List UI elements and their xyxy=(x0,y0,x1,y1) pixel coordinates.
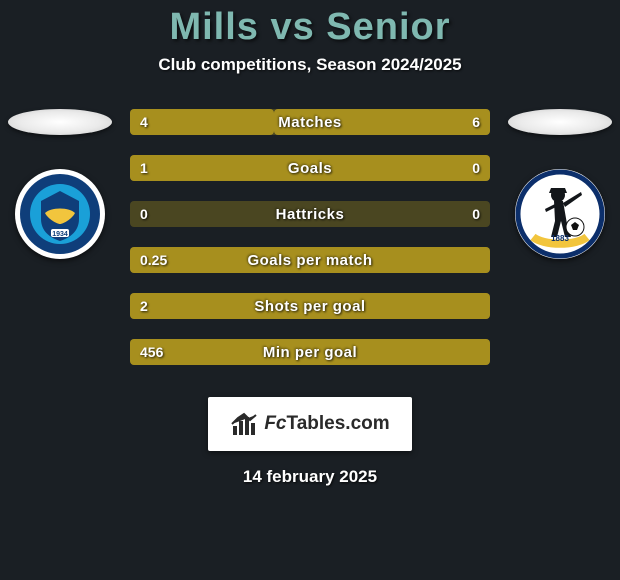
stat-row: Hattricks0 0 xyxy=(130,201,490,227)
svg-text:1883: 1883 xyxy=(551,234,569,243)
bristol-rovers-badge-icon: 1883 xyxy=(515,169,605,259)
comparison-area: 1934 xyxy=(0,109,620,379)
bar-value-left: 0 xyxy=(130,201,158,227)
brand-box: FcTables.com xyxy=(208,397,412,451)
club-badge-right: 1883 xyxy=(515,169,605,259)
bar-value-left: 456 xyxy=(130,339,173,365)
bar-label: Goals xyxy=(130,155,490,181)
bar-value-left: 1 xyxy=(130,155,158,181)
stat-row: Goals1 0 xyxy=(130,155,490,181)
bar-value-right: 0 xyxy=(462,155,490,181)
bar-value-left: 2 xyxy=(130,293,158,319)
date-label: 14 february 2025 xyxy=(0,467,620,487)
subtitle: Club competitions, Season 2024/2025 xyxy=(0,55,620,75)
peterborough-badge-icon: 1934 xyxy=(15,169,105,259)
bar-label: Hattricks xyxy=(130,201,490,227)
infographic-root: Mills vs Senior Club competitions, Seaso… xyxy=(0,0,620,580)
stat-row: Goals per match0.25 xyxy=(130,247,490,273)
page-title: Mills vs Senior xyxy=(0,0,620,49)
bar-value-left: 0.25 xyxy=(130,247,177,273)
stat-row: Matches4 6 xyxy=(130,109,490,135)
bar-value-right: 0 xyxy=(462,201,490,227)
brand-text: FcTables.com xyxy=(264,413,389,435)
club-badge-left: 1934 xyxy=(15,169,105,259)
stat-row: Shots per goal2 xyxy=(130,293,490,319)
bar-value-right: 6 xyxy=(462,109,490,135)
brand-prefix: Fc xyxy=(264,413,286,434)
player-silhouette-right xyxy=(508,109,612,135)
svg-text:1934: 1934 xyxy=(52,231,68,238)
left-player-column: 1934 xyxy=(0,109,120,259)
bar-label: Min per goal xyxy=(130,339,490,365)
player-silhouette-left xyxy=(8,109,112,135)
stats-bars: Matches46Goals10Hattricks00Goals per mat… xyxy=(130,109,490,365)
bar-label: Shots per goal xyxy=(130,293,490,319)
bar-label: Matches xyxy=(130,109,490,135)
bar-value-left: 4 xyxy=(130,109,158,135)
stat-row: Min per goal456 xyxy=(130,339,490,365)
bar-label: Goals per match xyxy=(130,247,490,273)
brand-chart-icon xyxy=(230,410,258,438)
right-player-column: 1883 xyxy=(500,109,620,259)
brand-suffix: Tables.com xyxy=(287,413,390,434)
